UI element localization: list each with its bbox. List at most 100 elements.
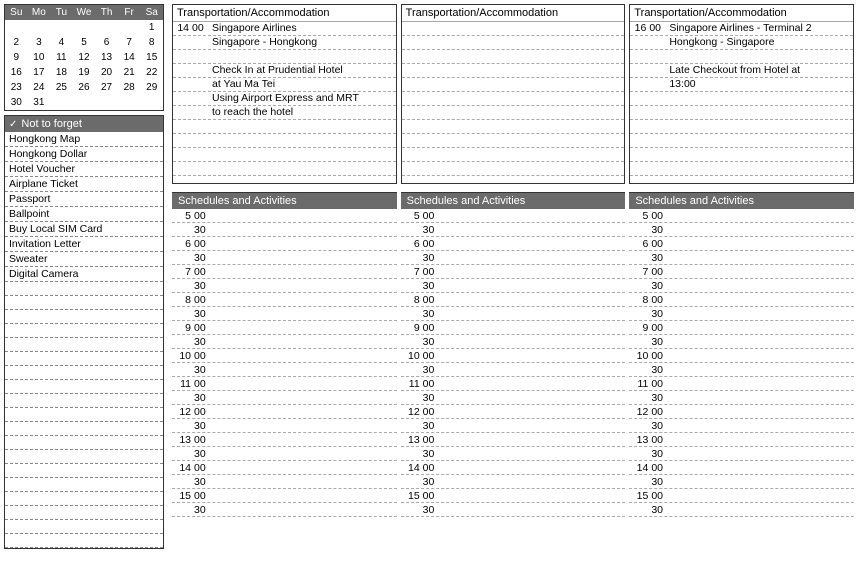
calendar-cell[interactable]: 17 (28, 65, 51, 80)
calendar-cell[interactable]: 20 (95, 65, 118, 80)
schedule-line[interactable]: 1100 (629, 377, 854, 391)
schedule-line[interactable]: 30 (629, 391, 854, 405)
schedule-line[interactable]: 1300 (172, 433, 397, 447)
schedule-line[interactable]: 800 (401, 293, 626, 307)
schedule-line[interactable]: 1400 (629, 461, 854, 475)
transportation-line[interactable] (402, 50, 625, 64)
not-to-forget-item[interactable] (5, 436, 163, 450)
calendar-cell[interactable] (5, 20, 28, 35)
calendar-cell[interactable]: 12 (73, 50, 96, 65)
schedule-line[interactable]: 900 (401, 321, 626, 335)
schedule-line[interactable]: 1100 (401, 377, 626, 391)
calendar-cell[interactable]: 21 (118, 65, 141, 80)
transportation-line[interactable] (402, 120, 625, 134)
calendar-cell[interactable] (95, 20, 118, 35)
schedule-line[interactable]: 30 (401, 223, 626, 237)
transportation-line[interactable] (402, 64, 625, 78)
not-to-forget-item[interactable] (5, 296, 163, 310)
not-to-forget-item[interactable]: Buy Local SIM Card (5, 222, 163, 237)
calendar-cell[interactable] (118, 20, 141, 35)
calendar-cell[interactable]: 13 (95, 50, 118, 65)
schedule-line[interactable]: 30 (172, 419, 397, 433)
not-to-forget-item[interactable] (5, 338, 163, 352)
schedule-line[interactable]: 30 (629, 447, 854, 461)
schedule-line[interactable]: 30 (629, 363, 854, 377)
schedule-line[interactable]: 500 (401, 209, 626, 223)
schedule-line[interactable]: 30 (172, 335, 397, 349)
schedule-line[interactable]: 30 (401, 419, 626, 433)
transportation-line[interactable] (402, 78, 625, 92)
schedule-line[interactable]: 900 (172, 321, 397, 335)
transportation-line[interactable] (630, 134, 853, 148)
transportation-line[interactable]: Singapore - Hongkong (173, 36, 396, 50)
schedule-line[interactable]: 800 (172, 293, 397, 307)
schedule-line[interactable]: 30 (401, 475, 626, 489)
calendar-cell[interactable] (140, 95, 163, 110)
schedule-line[interactable]: 30 (172, 279, 397, 293)
schedule-line[interactable]: 1300 (629, 433, 854, 447)
calendar-cell[interactable]: 27 (95, 80, 118, 95)
not-to-forget-item[interactable] (5, 380, 163, 394)
not-to-forget-item[interactable]: Ballpoint (5, 207, 163, 222)
schedule-line[interactable]: 1000 (172, 349, 397, 363)
not-to-forget-item[interactable] (5, 450, 163, 464)
schedule-line[interactable]: 1500 (401, 489, 626, 503)
calendar-cell[interactable]: 14 (118, 50, 141, 65)
schedule-line[interactable]: 600 (401, 237, 626, 251)
schedule-line[interactable]: 30 (629, 503, 854, 517)
calendar-cell[interactable]: 24 (28, 80, 51, 95)
schedule-line[interactable]: 30 (401, 447, 626, 461)
calendar-cell[interactable]: 10 (28, 50, 51, 65)
not-to-forget-item[interactable] (5, 478, 163, 492)
not-to-forget-item[interactable]: Passport (5, 192, 163, 207)
not-to-forget-item[interactable]: Hongkong Dollar (5, 147, 163, 162)
schedule-line[interactable]: 30 (172, 223, 397, 237)
transportation-line[interactable] (402, 22, 625, 36)
schedule-line[interactable]: 700 (401, 265, 626, 279)
not-to-forget-item[interactable]: Airplane Ticket (5, 177, 163, 192)
schedule-line[interactable]: 1200 (172, 405, 397, 419)
calendar-cell[interactable]: 5 (73, 35, 96, 50)
transportation-line[interactable] (173, 134, 396, 148)
not-to-forget-item[interactable] (5, 408, 163, 422)
transportation-line[interactable] (630, 50, 853, 64)
calendar-cell[interactable]: 26 (73, 80, 96, 95)
schedule-line[interactable]: 30 (401, 503, 626, 517)
calendar-cell[interactable]: 2 (5, 35, 28, 50)
calendar-cell[interactable]: 15 (140, 50, 163, 65)
calendar-cell[interactable]: 30 (5, 95, 28, 110)
schedule-line[interactable]: 30 (401, 307, 626, 321)
calendar-cell[interactable]: 6 (95, 35, 118, 50)
calendar-cell[interactable]: 25 (50, 80, 73, 95)
not-to-forget-item[interactable] (5, 310, 163, 324)
schedule-line[interactable]: 1200 (401, 405, 626, 419)
not-to-forget-item[interactable]: Hongkong Map (5, 132, 163, 147)
not-to-forget-item[interactable] (5, 506, 163, 520)
not-to-forget-item[interactable] (5, 394, 163, 408)
calendar-cell[interactable]: 28 (118, 80, 141, 95)
transportation-line[interactable] (402, 148, 625, 162)
transportation-line[interactable] (402, 106, 625, 120)
calendar-cell[interactable]: 18 (50, 65, 73, 80)
calendar-cell[interactable] (28, 20, 51, 35)
schedule-line[interactable]: 30 (172, 475, 397, 489)
schedule-line[interactable]: 900 (629, 321, 854, 335)
schedule-line[interactable]: 30 (172, 503, 397, 517)
calendar-cell[interactable]: 11 (50, 50, 73, 65)
not-to-forget-item[interactable]: Hotel Voucher (5, 162, 163, 177)
schedule-line[interactable]: 600 (629, 237, 854, 251)
calendar-cell[interactable]: 3 (28, 35, 51, 50)
calendar-cell[interactable]: 1 (140, 20, 163, 35)
transportation-line[interactable] (173, 148, 396, 162)
not-to-forget-item[interactable]: Digital Camera (5, 267, 163, 282)
schedule-line[interactable]: 1100 (172, 377, 397, 391)
calendar-cell[interactable] (95, 95, 118, 110)
not-to-forget-item[interactable] (5, 534, 163, 548)
transportation-line[interactable] (630, 92, 853, 106)
not-to-forget-item[interactable] (5, 352, 163, 366)
transportation-line[interactable] (402, 36, 625, 50)
transportation-line[interactable] (173, 120, 396, 134)
schedule-line[interactable]: 30 (629, 335, 854, 349)
not-to-forget-item[interactable] (5, 492, 163, 506)
schedule-line[interactable]: 30 (629, 419, 854, 433)
